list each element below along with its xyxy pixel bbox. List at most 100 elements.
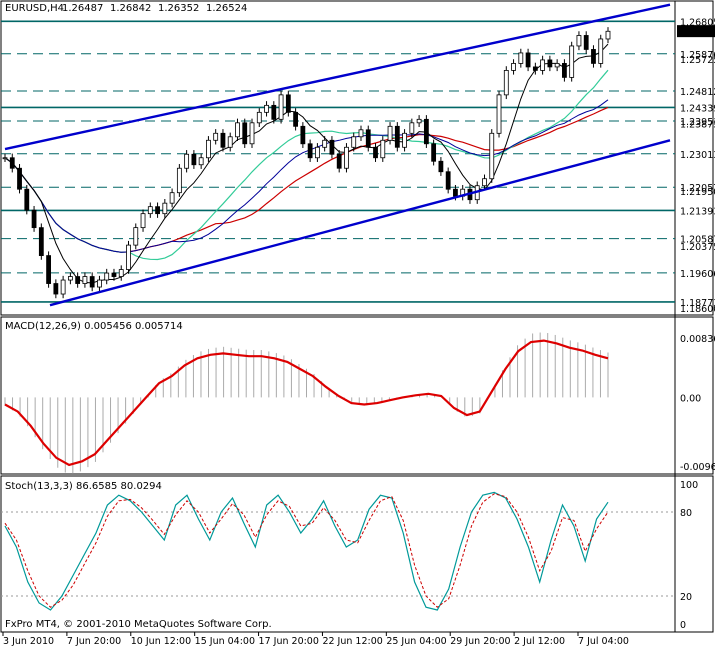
candle-body xyxy=(591,49,596,64)
candle-body xyxy=(242,122,248,145)
time-tick-label: 25 Jun 04:00 xyxy=(386,636,446,647)
candle-body xyxy=(118,269,124,277)
candle-body xyxy=(307,143,313,159)
stoch-signal-line xyxy=(4,493,609,608)
time-tick-label: 15 Jun 04:00 xyxy=(195,636,255,647)
stoch-label: Stoch(13,3,3) 86.6585 80.0294 xyxy=(5,481,162,492)
candle-body xyxy=(562,63,567,78)
macd-scale-label: 0.008362 xyxy=(680,334,715,345)
candle-body xyxy=(503,70,509,96)
price-level-label: 1.26805 xyxy=(680,17,715,28)
candle-body xyxy=(365,129,371,148)
candle-body xyxy=(249,122,255,145)
price-tick-label: 1.20375 xyxy=(680,242,715,253)
candle-body xyxy=(554,63,560,68)
candle-body xyxy=(322,139,328,148)
candle-body xyxy=(496,94,502,134)
channel-upper-line xyxy=(4,3,671,151)
candle-body xyxy=(220,132,226,148)
macd-scale-label: 0.00 xyxy=(680,393,701,404)
candle-body xyxy=(373,146,378,159)
candle-body xyxy=(198,157,204,166)
candle-body xyxy=(104,272,110,281)
macd-signal-line xyxy=(4,339,609,467)
channel-lower-line xyxy=(49,139,671,307)
candle-body xyxy=(46,255,51,284)
price-level-label: 1.24339 xyxy=(680,103,715,114)
candle-body xyxy=(416,118,422,124)
candle-body xyxy=(293,111,299,127)
candle-body xyxy=(184,153,190,169)
stoch-main-line xyxy=(4,491,609,611)
candle-body xyxy=(402,132,407,148)
candle-body xyxy=(271,104,277,120)
candle-body xyxy=(547,59,553,68)
stoch-series: 100 80 20 0 xyxy=(1,480,698,631)
candle-body xyxy=(24,188,30,211)
candle-body xyxy=(169,192,175,204)
price-level-label: 1.25876 xyxy=(680,50,715,61)
trend-channel xyxy=(4,3,671,307)
candle-body xyxy=(532,66,538,71)
candle-body xyxy=(75,276,81,284)
chart-header-symbol: EURUSD,H4 xyxy=(5,3,64,14)
candle-body xyxy=(97,279,102,288)
price-tick-label: 1.21950 xyxy=(680,187,715,198)
candle-body xyxy=(60,279,66,295)
candle-body xyxy=(82,276,88,284)
candle-body xyxy=(31,209,37,229)
price-candles xyxy=(2,27,611,299)
candle-body xyxy=(540,59,546,71)
ohlc-high: 1.26842 xyxy=(110,3,151,14)
time-tick-label: 7 Jul 04:00 xyxy=(578,636,629,647)
candle-body xyxy=(9,157,15,169)
time-tick-label: 2 Jul 12:00 xyxy=(514,636,565,647)
time-tick-label: 3 Jun 2010 xyxy=(3,636,54,647)
candle-body xyxy=(133,227,139,246)
ma-navy-line xyxy=(4,99,609,253)
price-level-label: 1.22057 xyxy=(680,183,715,194)
candle-body xyxy=(162,202,168,215)
candle-body xyxy=(17,167,22,190)
candle-body xyxy=(358,129,364,138)
horizontal-levels xyxy=(1,20,675,303)
candle-body xyxy=(300,125,306,145)
candle-body xyxy=(598,38,604,64)
stoch-scale-label: 0 xyxy=(680,620,686,631)
macd-scale-label: -0.009660 xyxy=(680,462,715,473)
candle-body xyxy=(264,104,269,113)
candle-body xyxy=(344,146,349,169)
candle-body xyxy=(453,188,458,197)
candle-body xyxy=(387,125,393,141)
candle-body xyxy=(285,94,291,113)
candle-body xyxy=(583,35,589,50)
candle-body xyxy=(256,111,262,124)
stoch-scale-label: 80 xyxy=(680,508,692,519)
candle-body xyxy=(431,143,437,162)
candle-body xyxy=(2,157,8,160)
candle-body xyxy=(278,94,284,120)
candle-body xyxy=(147,206,153,215)
price-level-label: 1.18773 xyxy=(680,298,715,309)
time-tick-label: 10 Jun 12:00 xyxy=(131,636,191,647)
ohlc-low: 1.26352 xyxy=(158,3,199,14)
candle-body xyxy=(213,132,219,141)
candle-body xyxy=(511,63,516,71)
candle-body xyxy=(409,122,415,134)
candle-body xyxy=(53,283,59,295)
candle-body xyxy=(518,52,524,64)
time-tick-label: 22 Jun 12:00 xyxy=(322,636,382,647)
candle-body xyxy=(423,118,429,145)
ohlc-close: 1.26524 xyxy=(206,3,247,14)
stoch-panel xyxy=(0,475,714,633)
candle-body xyxy=(89,276,95,288)
macd-panel xyxy=(0,316,714,475)
candle-body xyxy=(525,52,531,68)
candle-body xyxy=(445,171,451,190)
price-tick-label: 1.25725 xyxy=(680,55,715,66)
time-tick-label: 29 Jun 20:00 xyxy=(450,636,510,647)
price-level-label: 1.23013 xyxy=(680,150,715,161)
